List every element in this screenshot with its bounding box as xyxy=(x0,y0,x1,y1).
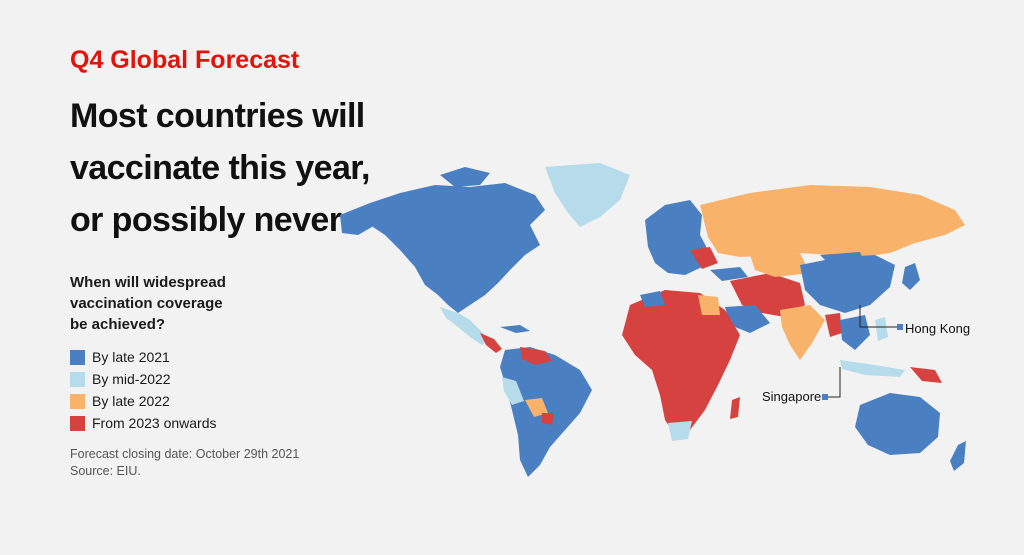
region-north-africa xyxy=(640,291,665,307)
region-turkey xyxy=(710,267,748,281)
legend-swatch xyxy=(70,393,85,409)
region-mexico xyxy=(440,307,490,345)
region-india xyxy=(780,305,825,360)
region-egypt xyxy=(698,295,720,315)
region-peru xyxy=(502,377,524,405)
region-southeast-asia xyxy=(840,315,870,350)
region-bolivia xyxy=(525,398,548,417)
region-africa xyxy=(622,290,740,435)
world-map xyxy=(340,163,966,477)
legend-swatch xyxy=(70,371,85,387)
legend-item-late-2022: By late 2022 xyxy=(70,390,217,412)
singapore-leader-line xyxy=(828,367,841,398)
hong-kong-marker xyxy=(897,324,903,330)
region-central-america xyxy=(480,333,502,353)
legend-item-2023-onwards: From 2023 onwards xyxy=(70,412,217,434)
region-saudi-arabia xyxy=(725,305,770,333)
region-caribbean xyxy=(500,325,530,333)
region-arctic-islands xyxy=(440,167,490,187)
region-new-zealand xyxy=(950,441,966,471)
kicker-title: Q4 Global Forecast xyxy=(70,46,300,74)
headline-line-2: vaccinate this year, xyxy=(70,149,370,187)
source: Source: EIU. xyxy=(70,464,141,478)
region-mongolia xyxy=(820,252,865,265)
legend-swatch xyxy=(70,415,85,431)
question-line-3: be achieved? xyxy=(70,316,166,333)
legend-label: By mid-2022 xyxy=(92,371,171,387)
footnote: Forecast closing date: October 29th 2021… xyxy=(70,446,370,480)
region-south-africa xyxy=(668,421,692,441)
region-north-america xyxy=(360,183,545,313)
region-japan xyxy=(902,263,920,290)
headline: Most countries will vaccinate this year,… xyxy=(70,90,410,246)
forecast-date: Forecast closing date: October 29th 2021 xyxy=(70,447,300,461)
singapore-label: Singapore xyxy=(762,389,822,404)
region-madagascar xyxy=(730,397,740,419)
legend-item-mid-2022: By mid-2022 xyxy=(70,368,217,390)
legend-label: By late 2022 xyxy=(92,393,170,409)
region-kazakhstan xyxy=(750,253,810,277)
region-paraguay xyxy=(542,413,554,425)
region-greenland xyxy=(545,163,630,227)
legend-swatch xyxy=(70,349,85,365)
legend-label: By late 2021 xyxy=(92,349,170,365)
legend: By late 2021 By mid-2022 By late 2022 Fr… xyxy=(70,346,217,434)
hong-kong-leader-line xyxy=(859,305,897,328)
region-papua xyxy=(910,367,942,383)
legend-label: From 2023 onwards xyxy=(92,415,217,431)
region-alaska xyxy=(340,203,372,235)
region-philippines xyxy=(875,317,888,341)
region-myanmar xyxy=(825,313,842,337)
legend-question: When will widespread vaccination coverag… xyxy=(70,272,290,335)
region-eastern-europe xyxy=(690,247,718,269)
question-line-1: When will widespread xyxy=(70,274,226,291)
question-line-2: vaccination coverage xyxy=(70,295,223,312)
region-indonesia xyxy=(840,360,905,377)
region-china xyxy=(800,255,895,313)
headline-line-3: or possibly never xyxy=(70,201,342,239)
region-venezuela xyxy=(520,347,552,365)
region-europe xyxy=(645,200,708,275)
singapore-marker xyxy=(822,394,828,400)
legend-item-late-2021: By late 2021 xyxy=(70,346,217,368)
headline-line-1: Most countries will xyxy=(70,97,365,135)
hong-kong-label: Hong Kong xyxy=(905,321,971,336)
region-russia xyxy=(700,185,965,257)
region-australia xyxy=(855,393,940,455)
